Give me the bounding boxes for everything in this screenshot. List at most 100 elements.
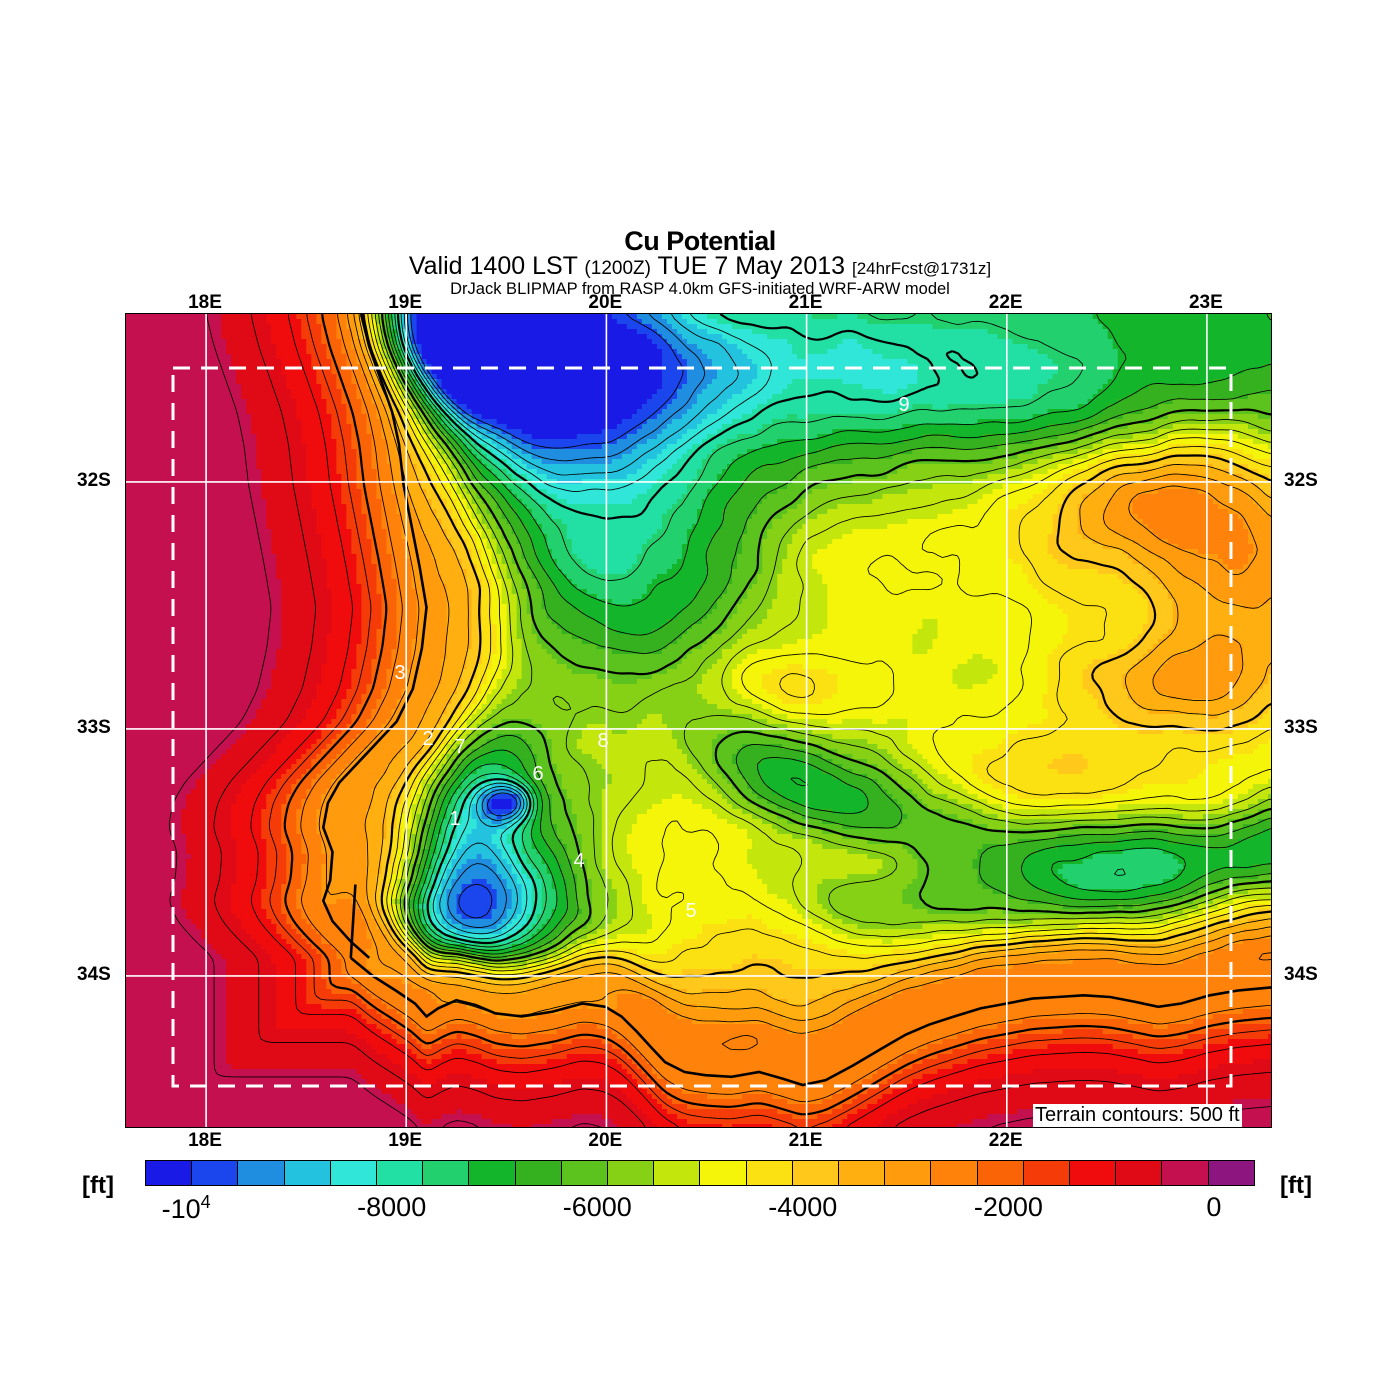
terrain-contour-line — [403, 314, 739, 935]
page-title: Cu Potential — [624, 226, 776, 256]
coastline-south — [349, 956, 1271, 1087]
colorbar-swatch — [1116, 1161, 1163, 1185]
terrain-contour-line — [396, 314, 979, 945]
cu-potential-field — [126, 314, 1271, 1127]
lon-label-top: 18E — [188, 292, 222, 313]
lat-label-right: 32S — [1284, 469, 1318, 491]
lon-label-bottom: 19E — [388, 1130, 423, 1151]
lon-label-bottom: 22E — [988, 1130, 1023, 1151]
colorbar-swatch — [931, 1161, 978, 1185]
valid-time-lst: Valid 1400 LST — [408, 252, 578, 280]
terrain-contour-line — [381, 314, 1271, 962]
terrain-contour-line — [378, 314, 1271, 965]
colorbar-tick-exponent: 4 — [200, 1192, 211, 1212]
domain-boundary-rect — [171, 366, 1233, 1088]
colorbar-tick-label: -2000 — [973, 1192, 1043, 1222]
colorbar-swatch — [746, 1161, 793, 1185]
lon-label-bottom: 21E — [788, 1130, 823, 1151]
colorbar-swatch — [284, 1161, 331, 1185]
colorbar-unit-right: [ft] — [1280, 1172, 1312, 1199]
waypoint-label: 5 — [685, 900, 696, 922]
colorbar-swatch — [1070, 1161, 1117, 1185]
valid-time-utc: (1200Z) — [584, 258, 651, 279]
terrain-contour-line — [250, 314, 1271, 1127]
coastline-west — [321, 314, 428, 959]
colorbar-tick-label: -4000 — [768, 1192, 838, 1222]
colorbar-swatch — [238, 1161, 285, 1185]
colorbar-swatch — [377, 1161, 424, 1185]
colorbar-swatch — [700, 1161, 747, 1185]
lon-label-top: 23E — [1188, 292, 1223, 313]
terrain-contour-line — [384, 314, 1271, 958]
colorbar-swatch — [515, 1161, 562, 1185]
graticule — [126, 314, 1271, 1127]
colorbar-swatch — [654, 1161, 701, 1185]
valid-date: TUE 7 May 2013 — [657, 252, 846, 280]
valid-time-line: Valid 1400 LST (1200Z) TUE 7 May 2013 [2… — [0, 253, 1400, 279]
terrain-contour-line — [394, 314, 1126, 948]
colorbar-swatch — [885, 1161, 932, 1185]
coastline-link — [349, 884, 357, 958]
waypoint-label: 2 — [422, 728, 433, 750]
terrain-contour-line — [213, 314, 1271, 1127]
terrain-contours — [168, 314, 1271, 1127]
lon-label-top: 20E — [588, 292, 623, 313]
lon-label-top: 19E — [388, 292, 423, 313]
colorbar-swatch — [561, 1161, 609, 1185]
colorbar-swatch — [1208, 1161, 1254, 1185]
terrain-contour-line — [391, 314, 1187, 952]
lat-label-left: 32S — [77, 469, 111, 491]
terrain-contour-line — [374, 314, 1271, 968]
terrain-contour-line — [367, 314, 1271, 976]
colorbar-tick-label: -8000 — [357, 1192, 427, 1222]
colorbar-unit-left: [ft] — [82, 1172, 114, 1199]
terrain-contour-line — [268, 314, 1271, 1127]
colorbar-swatch — [608, 1161, 655, 1185]
lon-label-top: 22E — [988, 292, 1023, 313]
colorbar-swatch — [839, 1161, 886, 1185]
waypoint-label: 4 — [573, 850, 584, 872]
colorbar-swatch — [977, 1161, 1024, 1185]
colorbar-swatch — [192, 1161, 239, 1185]
terrain-contour-line — [407, 314, 706, 928]
waypoint-label: 3 — [394, 662, 405, 684]
lat-label-left: 34S — [77, 963, 111, 985]
lat-label-right: 33S — [1284, 716, 1318, 738]
map-canvas[interactable]: 1 2 3 4 5 6 7 8 9 — [125, 313, 1272, 1128]
colorbar-swatch — [469, 1161, 516, 1185]
coastline — [321, 314, 1271, 1087]
domain-boundary — [171, 366, 1233, 1088]
title-block: Cu Potential Valid 1400 LST (1200Z) TUE … — [0, 228, 1400, 299]
colorbar-swatch — [792, 1161, 840, 1185]
terrain-contour-line — [283, 314, 1271, 1116]
waypoint-labels: 1 2 3 4 5 6 7 8 9 — [394, 394, 909, 922]
lon-label-bottom: 20E — [588, 1130, 623, 1151]
terrain-contour-line — [300, 314, 1271, 1103]
terrain-contour-line — [358, 314, 1271, 1007]
colorbar[interactable] — [145, 1160, 1255, 1186]
waypoint-label: 1 — [449, 808, 460, 830]
lon-label-bottom: 18E — [188, 1130, 222, 1151]
terrain-contour-note: Terrain contours: 500 ft — [1033, 1104, 1242, 1127]
lat-label-left: 33S — [77, 716, 111, 738]
colorbar-tick-label: -6000 — [562, 1192, 632, 1222]
forecast-tag: [24hrFcst@1731z] — [852, 259, 992, 278]
colorbar-tick-label: 0 — [1206, 1192, 1222, 1222]
colorbar-swatch — [330, 1161, 378, 1185]
lat-label-right: 34S — [1284, 963, 1318, 985]
colorbar-tick-label: -104 — [161, 1192, 211, 1224]
map-svg: 1 2 3 4 5 6 7 8 9 — [126, 314, 1271, 1127]
lon-label-top: 21E — [788, 292, 823, 313]
waypoint-label: 8 — [597, 730, 608, 752]
colorbar-swatch — [423, 1161, 470, 1185]
terrain-contour-line — [400, 314, 772, 940]
waypoint-label: 9 — [898, 394, 909, 416]
model-source-line: DrJack BLIPMAP from RASP 4.0km GFS-initi… — [450, 280, 950, 299]
colorbar-swatch — [1023, 1161, 1071, 1185]
waypoint-label: 7 — [454, 736, 465, 758]
waypoint-label: 6 — [532, 763, 543, 785]
colorbar-swatch — [146, 1161, 193, 1185]
terrain-contour-line — [388, 314, 1271, 955]
terrain-contour-line — [371, 314, 1271, 972]
